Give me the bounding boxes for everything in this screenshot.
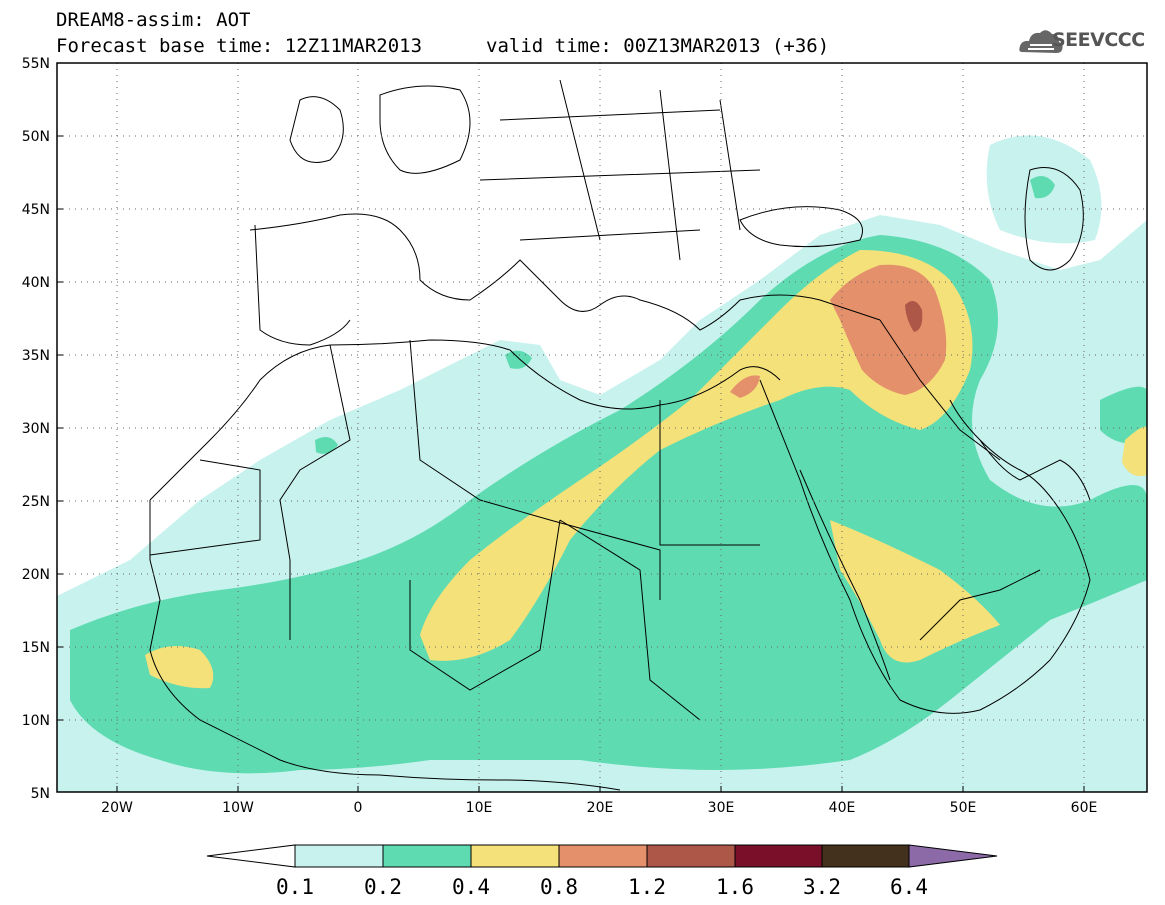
colorbar-tick: 0.1	[276, 875, 314, 899]
aot-band-0.8	[730, 264, 947, 398]
lat-label: 25N	[22, 494, 50, 510]
lon-label: 10E	[466, 800, 493, 816]
colorbar-swatch	[821, 844, 910, 868]
lat-label: 50N	[22, 129, 50, 145]
colorbar-high-arrow	[908, 844, 998, 868]
lon-labels: 20W 10W 0 10E 20E 30E 40E 50E 60E	[101, 800, 1097, 816]
lon-label: 20E	[587, 800, 614, 816]
colorbar-swatch	[734, 844, 823, 868]
lon-label: 10W	[222, 800, 254, 816]
lat-label: 55N	[22, 56, 50, 72]
coastlines	[149, 79, 1091, 791]
cloud-logo-icon	[1019, 30, 1063, 53]
aot-band-0.4	[145, 250, 1147, 689]
lon-label: 0	[354, 800, 363, 816]
colorbar-swatch	[470, 844, 560, 868]
aot-band-1.2	[905, 301, 923, 332]
lat-label: 10N	[22, 713, 50, 729]
lat-label: 20N	[22, 567, 50, 583]
lon-label: 60E	[1071, 800, 1098, 816]
colorbar-tick: 0.2	[364, 875, 402, 899]
colorbar-low-arrow	[206, 844, 296, 868]
colorbar-swatch	[646, 844, 736, 868]
colorbar-swatch	[294, 844, 384, 868]
colorbar-tick: 1.2	[628, 875, 666, 899]
lon-label: 20W	[101, 800, 133, 816]
lat-axis	[57, 62, 63, 721]
lat-label: 15N	[22, 640, 50, 656]
logo-text: SEEVCCC	[1052, 29, 1145, 51]
colorbar-legend: 0.1 0.2 0.4 0.8 1.2 1.6 3.2 6.4	[206, 844, 998, 899]
lon-label: 40E	[829, 800, 856, 816]
colorbar-tick: 1.6	[716, 875, 754, 899]
lat-label: 40N	[22, 275, 50, 291]
colorbar-tick: 6.4	[890, 875, 928, 899]
colorbar-swatch	[558, 844, 648, 868]
lat-label: 45N	[22, 202, 50, 218]
lat-label: 5N	[31, 786, 50, 802]
lat-labels: 55N 50N 45N 40N 35N 30N 25N 20N 15N 10N …	[22, 56, 50, 802]
colorbar-tick: 0.4	[452, 875, 490, 899]
colorbar-tick: 3.2	[803, 875, 841, 899]
colorbar-swatch	[382, 844, 472, 868]
forecast-base-time: Forecast base time: 12Z11MAR2013	[56, 35, 423, 57]
colorbar-tick: 0.8	[540, 875, 578, 899]
lon-axis	[116, 786, 1085, 792]
valid-time: valid time: 00Z13MAR2013 (+36)	[486, 35, 830, 57]
lon-label: 50E	[950, 800, 977, 816]
title-line-1: DREAM8-assim: AOT	[56, 9, 251, 31]
lat-label: 30N	[22, 421, 50, 437]
lat-label: 35N	[22, 348, 50, 364]
lon-label: 30E	[708, 800, 735, 816]
